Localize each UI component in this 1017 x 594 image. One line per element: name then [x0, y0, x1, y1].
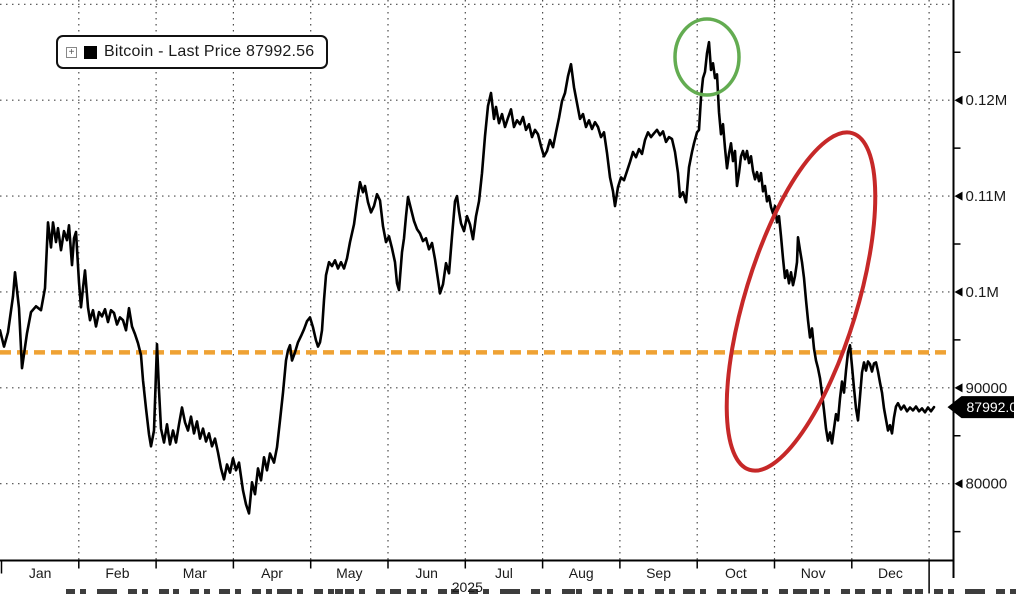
month-label: Sep — [646, 565, 671, 581]
month-label: Oct — [725, 565, 747, 581]
series-swatch-icon — [84, 45, 97, 59]
clipped-footer-text-strip — [66, 589, 1017, 594]
last-price-tag — [947, 396, 1014, 419]
month-label: Nov — [801, 565, 826, 581]
month-label: Jul — [495, 565, 513, 581]
y-tick-arrow-icon — [954, 287, 963, 297]
month-label: May — [336, 565, 362, 581]
month-label: Feb — [105, 565, 129, 581]
month-label: Jan — [29, 565, 52, 581]
y-axis-label: 0.12M — [966, 92, 1008, 109]
y-axis-label: 0.11M — [966, 188, 1007, 205]
month-label: Mar — [183, 565, 207, 581]
legend-expander-icon[interactable]: + — [66, 46, 77, 58]
legend-label: Bitcoin - Last Price 87992.56 — [104, 43, 315, 60]
price-line-series — [0, 40, 936, 515]
y-tick-arrow-icon — [954, 95, 963, 105]
y-axis-label: 90000 — [966, 380, 1008, 397]
month-label: Apr — [261, 565, 283, 581]
y-tick-arrow-icon — [954, 383, 963, 393]
y-axis-label: 0.1M — [966, 284, 999, 301]
november-selloff-ellipse-annotation — [724, 130, 878, 473]
month-label: Aug — [569, 565, 594, 581]
last-price-tag-text: 87992.06 — [967, 399, 1017, 415]
y-tick-arrow-icon — [954, 191, 963, 201]
y-tick-arrow-icon — [954, 479, 963, 489]
y-axis-label: 80000 — [966, 476, 1008, 493]
month-label: Jun — [415, 565, 438, 581]
month-label: Dec — [878, 565, 903, 581]
october-peak-circle-annotation — [673, 17, 741, 97]
legend[interactable]: + Bitcoin - Last Price 87992.56 — [56, 35, 329, 69]
